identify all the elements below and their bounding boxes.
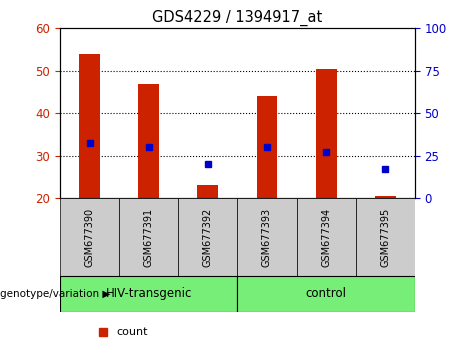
Bar <box>60 276 237 312</box>
Bar <box>356 198 415 276</box>
Bar <box>60 198 119 276</box>
Text: GSM677390: GSM677390 <box>84 207 95 267</box>
Text: GSM677392: GSM677392 <box>203 207 213 267</box>
Title: GDS4229 / 1394917_at: GDS4229 / 1394917_at <box>152 9 323 25</box>
Text: control: control <box>306 287 347 300</box>
Bar <box>237 276 415 312</box>
Bar <box>316 69 337 198</box>
Bar <box>237 198 296 276</box>
Text: GSM677393: GSM677393 <box>262 207 272 267</box>
Bar <box>296 198 356 276</box>
Bar <box>375 196 396 198</box>
Text: HIV-transgenic: HIV-transgenic <box>106 287 192 300</box>
Text: GSM677395: GSM677395 <box>380 207 390 267</box>
Bar <box>79 54 100 198</box>
Text: GSM677391: GSM677391 <box>144 207 154 267</box>
Bar <box>119 198 178 276</box>
Bar <box>257 96 278 198</box>
Text: count: count <box>117 327 148 337</box>
Text: GSM677394: GSM677394 <box>321 207 331 267</box>
Bar <box>197 185 218 198</box>
Bar <box>138 84 159 198</box>
Bar <box>178 198 237 276</box>
Text: genotype/variation ▶: genotype/variation ▶ <box>0 289 110 299</box>
